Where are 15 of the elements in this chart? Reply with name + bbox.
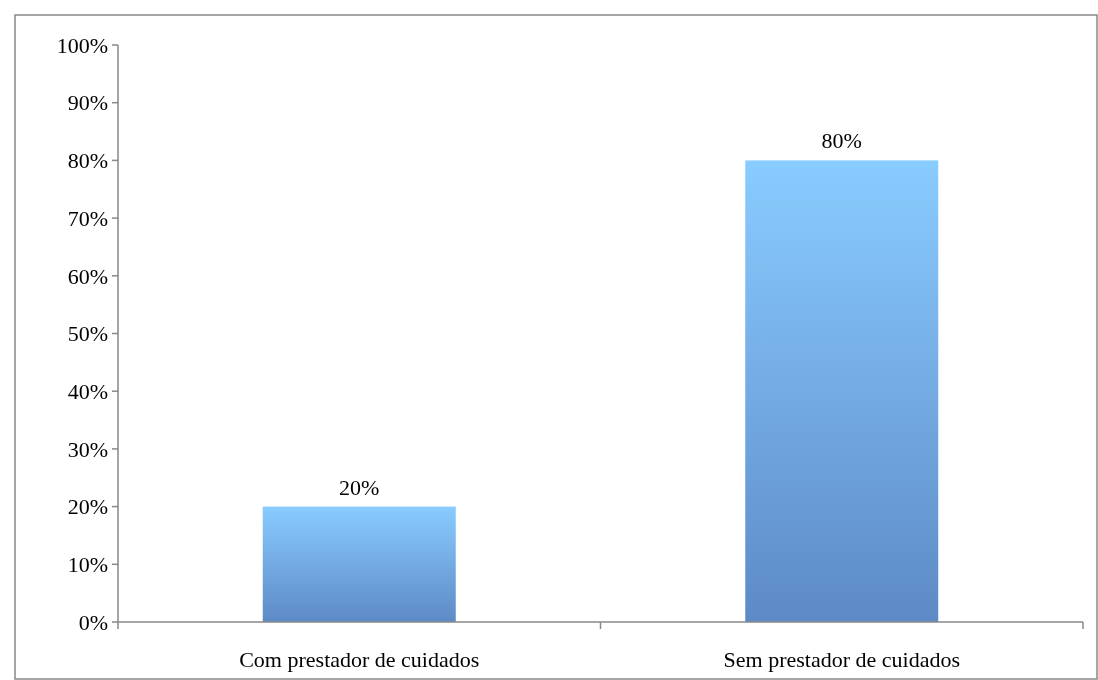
y-tick-label: 10% <box>67 552 108 577</box>
y-tick-label: 70% <box>67 205 108 231</box>
y-tick-label: 0% <box>78 609 108 635</box>
y-tick-label: 40% <box>67 378 108 404</box>
x-tick-label: Sem prestador de cuidados <box>723 647 960 672</box>
y-tick-label: 100% <box>56 32 108 58</box>
y-tick-label: 80% <box>67 148 108 174</box>
y-tick-label: 30% <box>67 436 108 462</box>
y-tick-label: 20% <box>67 494 108 520</box>
x-tick-label: Com prestador de cuidados <box>239 647 480 672</box>
data-label: 80% <box>821 128 862 154</box>
y-tick-label: 90% <box>67 90 108 116</box>
y-tick-label: 50% <box>67 321 108 347</box>
data-label: 20% <box>339 474 380 500</box>
y-tick-label: 60% <box>67 263 108 289</box>
